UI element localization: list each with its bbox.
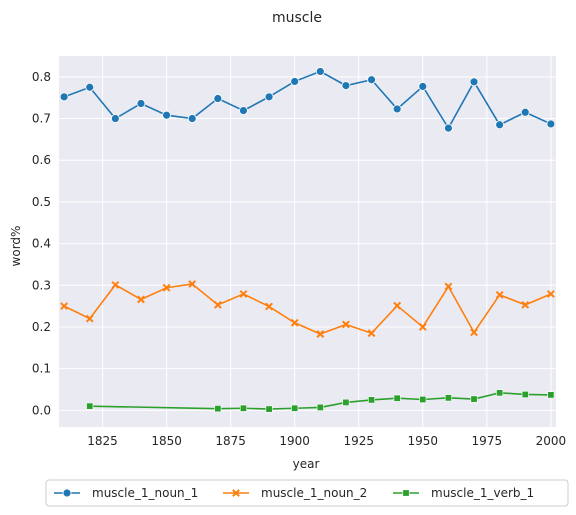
data-point xyxy=(239,106,248,116)
y-tick-label: 0.1 xyxy=(32,362,51,376)
data-point xyxy=(137,295,145,304)
legend-marker xyxy=(402,489,410,497)
data-point xyxy=(521,300,530,309)
data-point xyxy=(162,110,171,120)
data-point xyxy=(393,394,401,402)
x-axis-ticks: 1825 1850 1875 1900 1925 1950 1975 2000 xyxy=(87,434,566,448)
legend-marker xyxy=(62,488,72,498)
y-tick-label: 0.4 xyxy=(32,237,51,251)
y-axis-ticks: 0.0 0.1 0.2 0.3 0.4 0.5 0.6 0.7 0.8 xyxy=(32,70,51,417)
y-tick-label: 0.6 xyxy=(32,153,51,167)
x-tick-label: 1825 xyxy=(87,434,118,448)
data-point xyxy=(368,396,376,404)
data-point xyxy=(470,395,478,403)
y-tick-label: 0.8 xyxy=(32,70,51,84)
x-tick-label: 1850 xyxy=(151,434,182,448)
legend-item-muscle_1_noun_1: muscle_1_noun_1 xyxy=(54,486,198,500)
data-point xyxy=(214,405,222,413)
x-tick-label: 1975 xyxy=(472,434,503,448)
series-muscle_1_noun_2 xyxy=(60,280,555,338)
y-tick-label: 0.5 xyxy=(32,195,51,209)
data-point xyxy=(291,404,299,412)
legend-label: muscle_1_verb_1 xyxy=(431,486,534,500)
data-point xyxy=(469,77,479,87)
y-tick-label: 0.3 xyxy=(32,278,51,292)
legend-item-muscle_1_noun_2: muscle_1_noun_2 xyxy=(223,486,367,500)
x-tick-label: 1925 xyxy=(343,434,374,448)
data-point xyxy=(367,75,376,85)
data-point xyxy=(264,92,274,102)
x-tick-label: 1900 xyxy=(279,434,310,448)
data-point xyxy=(60,302,69,311)
data-point xyxy=(444,123,453,133)
data-point xyxy=(85,82,95,92)
data-point xyxy=(265,302,273,311)
data-point xyxy=(85,314,94,323)
legend-label: muscle_1_noun_1 xyxy=(92,486,198,500)
data-point xyxy=(342,320,350,329)
data-point xyxy=(444,394,452,402)
data-point xyxy=(290,77,300,86)
data-point xyxy=(547,391,555,399)
chart-title: muscle xyxy=(272,10,322,26)
legend: muscle_1_noun_1 muscle_1_noun_2 muscle_1_v… xyxy=(45,479,569,507)
y-tick-label: 0.2 xyxy=(32,320,51,334)
series-group xyxy=(59,67,556,413)
data-point xyxy=(546,119,556,129)
legend-box xyxy=(45,479,569,507)
data-point xyxy=(136,99,146,108)
legend-item-muscle_1_verb_1: muscle_1_verb_1 xyxy=(393,486,534,500)
data-point xyxy=(393,301,402,310)
legend-label: muscle_1_noun_2 xyxy=(261,486,367,500)
data-point xyxy=(86,402,94,410)
data-point xyxy=(265,405,273,413)
data-point xyxy=(59,92,69,102)
data-point xyxy=(316,330,325,338)
series-muscle_1_verb_1 xyxy=(86,389,555,413)
data-point xyxy=(496,389,504,397)
y-tick-label: 0.7 xyxy=(32,112,51,126)
series-muscle_1_noun_1 xyxy=(59,67,556,133)
data-point xyxy=(111,280,120,289)
data-point xyxy=(392,104,402,114)
series-line xyxy=(63,283,552,335)
data-point xyxy=(341,81,351,90)
data-point xyxy=(470,328,478,337)
y-tick-label: 0.0 xyxy=(32,403,51,417)
data-point xyxy=(187,114,197,123)
data-point xyxy=(342,398,350,406)
y-axis-label: word% xyxy=(9,226,23,267)
data-point xyxy=(495,120,505,130)
data-point xyxy=(315,67,325,76)
data-point xyxy=(418,323,427,331)
data-point xyxy=(546,290,555,298)
data-point xyxy=(520,107,530,117)
data-point xyxy=(495,290,504,299)
data-point xyxy=(162,283,171,292)
plot-area xyxy=(59,56,556,427)
x-tick-label: 2000 xyxy=(536,434,567,448)
data-point xyxy=(188,280,197,288)
x-tick-label: 1950 xyxy=(408,434,439,448)
data-point xyxy=(444,282,453,291)
data-point xyxy=(239,290,248,298)
x-axis-label: year xyxy=(293,457,320,471)
data-point xyxy=(521,390,529,398)
series-line xyxy=(63,70,552,130)
data-point xyxy=(418,82,428,91)
data-point xyxy=(316,403,324,411)
data-point xyxy=(290,318,299,327)
data-point xyxy=(213,94,223,103)
data-point xyxy=(367,329,376,338)
legend-marker xyxy=(232,489,240,497)
data-point xyxy=(213,300,222,309)
data-point xyxy=(419,395,427,403)
data-point xyxy=(110,114,120,123)
data-point xyxy=(239,404,247,412)
x-tick-label: 1875 xyxy=(215,434,246,448)
